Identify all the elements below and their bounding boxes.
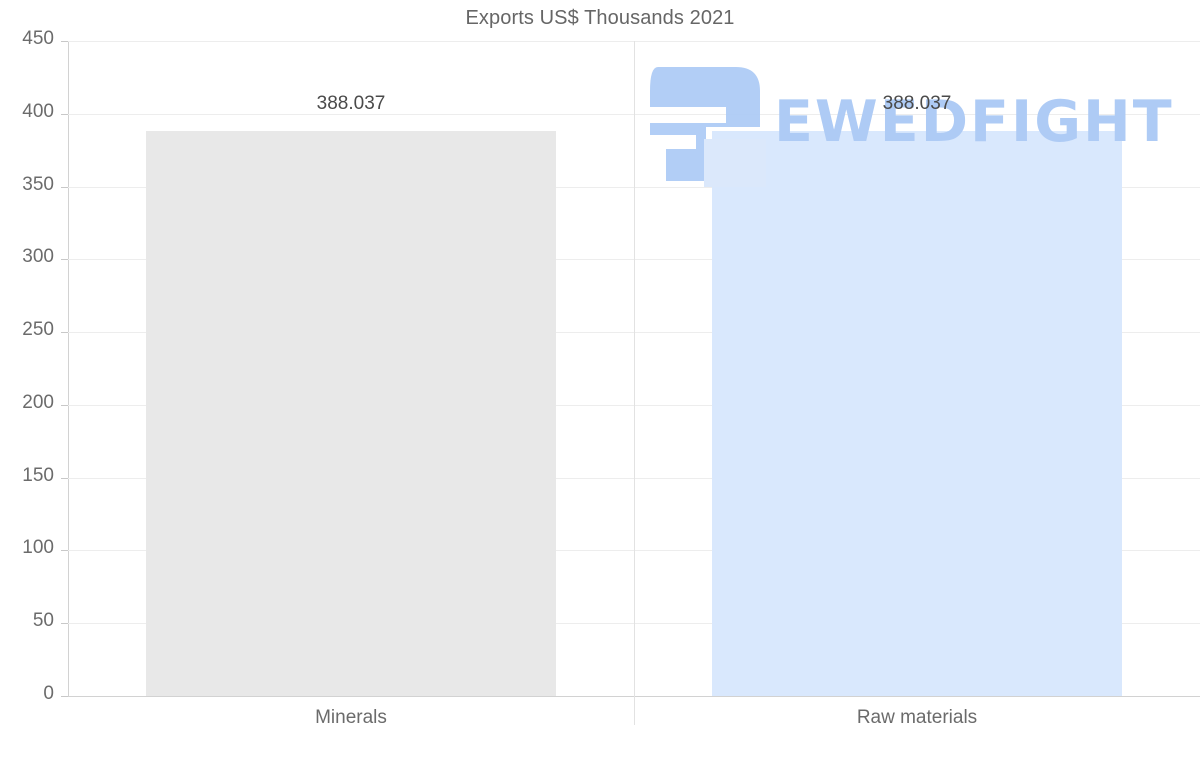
y-tick-mark [61, 259, 68, 260]
bar-raw-materials[interactable] [712, 131, 1122, 696]
y-axis-tick-label: 150 [22, 465, 54, 486]
y-axis-tick-label: 100 [22, 537, 54, 558]
x-axis-label-minerals: Minerals [315, 707, 387, 728]
y-axis-tick-label: 250 [22, 319, 54, 340]
y-tick-mark [61, 550, 68, 551]
bar-value-label: 388.037 [316, 93, 386, 114]
y-tick-mark [61, 187, 68, 188]
bar-minerals[interactable] [146, 131, 556, 696]
y-axis-line [68, 41, 69, 697]
y-axis-tick-label: 50 [32, 610, 54, 631]
y-axis-tick-label: 200 [22, 392, 54, 413]
y-tick-mark [61, 623, 68, 624]
chart-title: Exports US$ Thousands 2021 [465, 7, 735, 29]
y-tick-mark [61, 405, 68, 406]
y-tick-mark [61, 696, 68, 697]
y-axis-tick-label: 0 [43, 683, 54, 704]
y-axis-tick-label: 450 [22, 28, 54, 49]
y-axis-tick-label: 350 [22, 174, 54, 195]
x-axis-label-raw-materials: Raw materials [856, 707, 978, 728]
y-axis-tick-label: 400 [22, 101, 54, 122]
y-tick-mark [61, 332, 68, 333]
y-tick-mark [61, 478, 68, 479]
category-divider [634, 41, 635, 725]
y-axis-tick-label: 300 [22, 246, 54, 267]
y-tick-mark [61, 41, 68, 42]
bar-value-label: 388.037 [882, 93, 952, 114]
y-tick-mark [61, 114, 68, 115]
